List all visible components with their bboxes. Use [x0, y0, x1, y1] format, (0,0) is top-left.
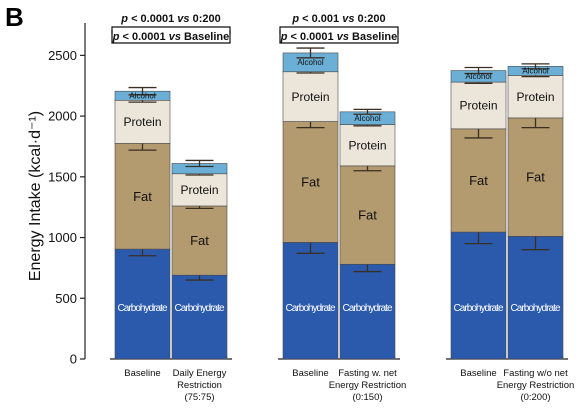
alcohol-segment-label: Alcohol	[297, 58, 323, 67]
fat-bar-segment	[339, 165, 396, 265]
x-tick-label: Fasting w. net	[338, 368, 397, 379]
y-axis-title: Energy Intake (kcal·d⁻¹)	[27, 111, 44, 281]
fat-segment-label: Fat	[526, 170, 545, 185]
x-tick-label: Energy Restriction	[497, 380, 575, 391]
x-tick-label: (0:200)	[520, 392, 550, 403]
significance-label: p < 0.0001 vs 0:200	[120, 13, 220, 25]
protein-bar-segment	[114, 100, 171, 144]
carbohydrate-segment-label: Carbohydrate	[175, 303, 225, 314]
y-tick-label: 1000	[48, 230, 77, 245]
protein-segment-label: Protein	[180, 183, 218, 197]
x-tick-label: Restriction	[177, 380, 222, 391]
x-tick-label: (75:75)	[184, 392, 214, 403]
fat-segment-label: Fat	[469, 173, 488, 188]
fat-segment-label: Fat	[301, 175, 320, 190]
protein-bar-segment	[339, 124, 396, 167]
significance-label: p < 0.0001 vs Baseline	[280, 31, 398, 43]
alcohol-segment-label: Alcohol	[354, 114, 380, 123]
y-tick-label: 1500	[48, 169, 77, 184]
carbohydrate-bar-segment	[171, 274, 228, 360]
panel-letter: B	[5, 2, 24, 32]
fat-segment-label: Fat	[358, 208, 377, 223]
protein-segment-label: Protein	[516, 90, 554, 104]
x-tick-label: Baseline	[292, 368, 328, 379]
fat-bar-segment	[171, 205, 228, 276]
significance-label: p < 0.0001 vs Baseline	[112, 31, 230, 43]
fat-bar-segment	[282, 121, 339, 243]
x-tick-label: Daily Energy	[173, 368, 227, 379]
protein-segment-label: Protein	[291, 90, 329, 104]
protein-bar-segment	[282, 71, 339, 122]
protein-bar-segment	[450, 81, 507, 130]
protein-segment-label: Protein	[123, 115, 161, 129]
x-tick-label: Energy Restriction	[329, 380, 407, 391]
fat-bar-segment	[507, 117, 564, 237]
carbohydrate-segment-label: Carbohydrate	[118, 303, 168, 314]
x-tick-label: Fasting w/o net	[503, 368, 568, 379]
significance-label: p < 0.001 vs 0:200	[291, 13, 385, 25]
protein-segment-label: Protein	[459, 99, 497, 113]
carbohydrate-bar-segment	[507, 236, 564, 360]
carbohydrate-segment-label: Carbohydrate	[511, 303, 561, 314]
protein-bar-segment	[171, 173, 228, 207]
y-tick-label: 500	[55, 291, 77, 306]
protein-segment-label: Protein	[348, 138, 386, 152]
carbohydrate-segment-label: Carbohydrate	[454, 303, 504, 314]
y-tick-label: 0	[70, 352, 77, 367]
fat-segment-label: Fat	[190, 233, 209, 248]
fat-segment-label: Fat	[133, 189, 152, 204]
y-tick-label: 2000	[48, 109, 77, 124]
x-tick-label: Baseline	[460, 368, 496, 379]
x-tick-label: Baseline	[124, 368, 160, 379]
y-tick-label: 2500	[48, 48, 77, 63]
alcohol-segment-label: Alcohol	[465, 72, 491, 81]
carbohydrate-bar-segment	[450, 231, 507, 360]
carbohydrate-bar-segment	[339, 263, 396, 360]
protein-bar-segment	[507, 75, 564, 119]
carbohydrate-bar-segment	[114, 248, 171, 360]
x-tick-label: (0:150)	[352, 392, 382, 403]
alcohol-segment-label: Alcohol	[129, 92, 155, 101]
carbohydrate-segment-label: Carbohydrate	[343, 303, 393, 314]
carbohydrate-segment-label: Carbohydrate	[286, 303, 336, 314]
carbohydrate-bar-segment	[282, 242, 339, 360]
alcohol-segment-label: Alcohol	[522, 67, 548, 76]
